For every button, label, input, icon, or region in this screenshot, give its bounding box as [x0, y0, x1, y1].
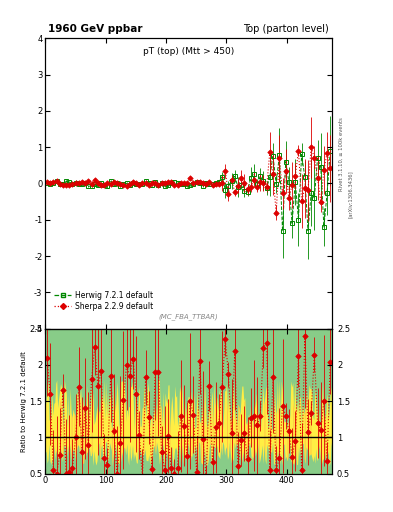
- Text: Top (parton level): Top (parton level): [244, 24, 329, 34]
- Text: 1960 GeV ppbar: 1960 GeV ppbar: [48, 24, 143, 34]
- Y-axis label: Ratio to Herwig 7.2.1 default: Ratio to Herwig 7.2.1 default: [20, 351, 26, 452]
- Text: [arXiv:1306.3436]: [arXiv:1306.3436]: [348, 170, 353, 219]
- Text: Rivet 3.1.10, ≥ 100k events: Rivet 3.1.10, ≥ 100k events: [339, 117, 344, 190]
- Text: (MC_FBA_TTBAR): (MC_FBA_TTBAR): [159, 313, 219, 320]
- Text: pT (top) (Mtt > 450): pT (top) (Mtt > 450): [143, 47, 234, 56]
- Legend: Herwig 7.2.1 default, Sherpa 2.2.9 default: Herwig 7.2.1 default, Sherpa 2.2.9 defau…: [52, 288, 155, 313]
